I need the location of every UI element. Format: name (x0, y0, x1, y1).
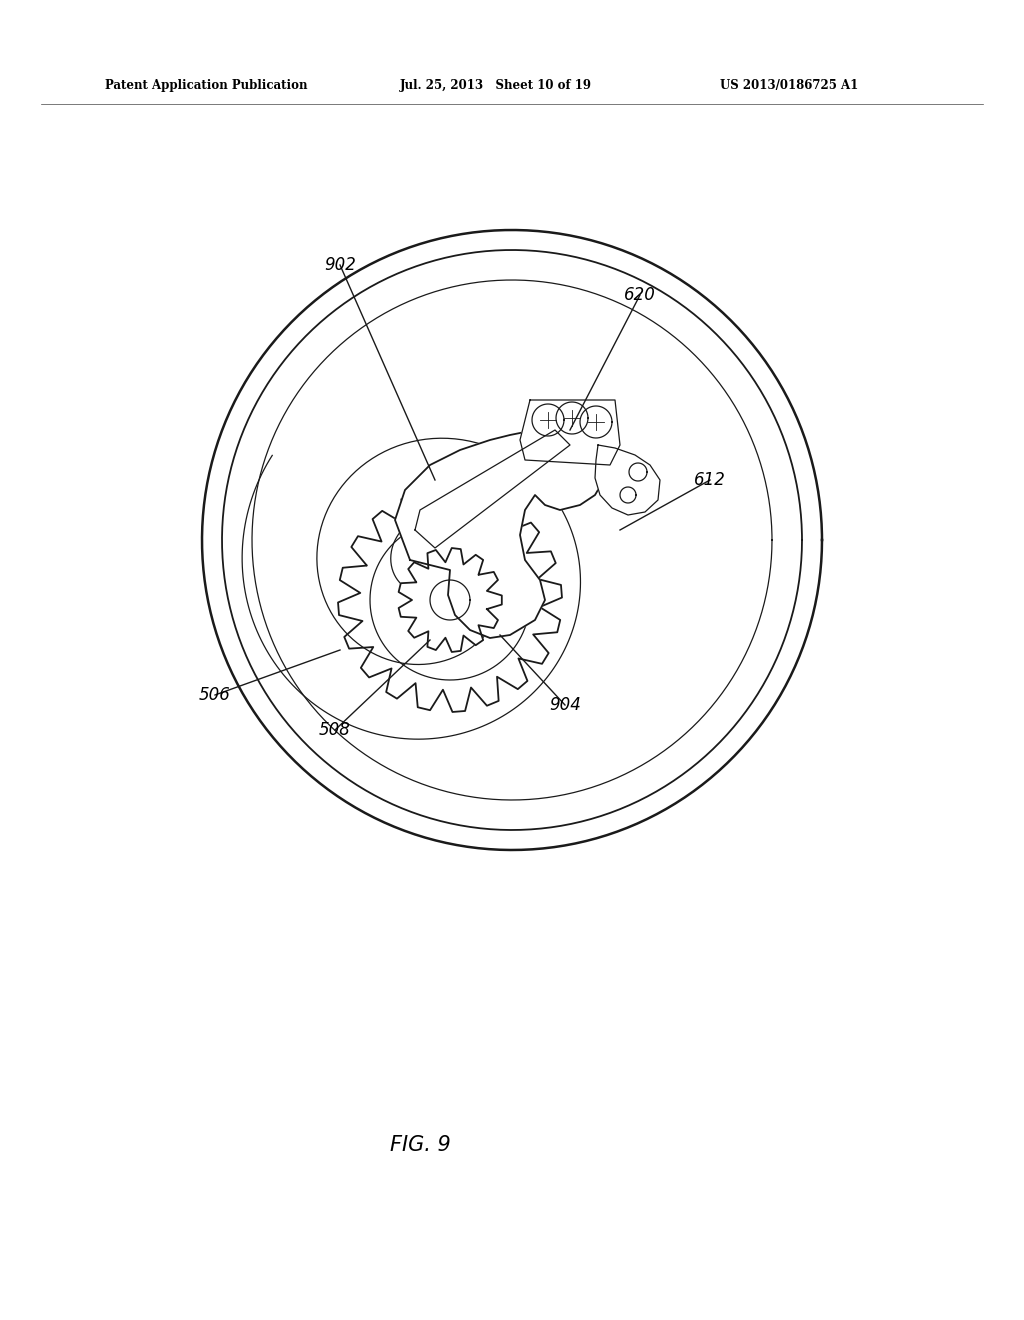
Polygon shape (620, 487, 636, 503)
Polygon shape (398, 548, 502, 652)
Text: 620: 620 (624, 286, 656, 304)
Polygon shape (532, 404, 564, 436)
Text: Patent Application Publication: Patent Application Publication (105, 79, 307, 92)
Polygon shape (629, 463, 647, 480)
Text: US 2013/0186725 A1: US 2013/0186725 A1 (720, 79, 858, 92)
Polygon shape (520, 400, 620, 465)
Text: FIG. 9: FIG. 9 (389, 1135, 451, 1155)
Polygon shape (430, 579, 470, 620)
Polygon shape (415, 430, 570, 548)
Text: Jul. 25, 2013   Sheet 10 of 19: Jul. 25, 2013 Sheet 10 of 19 (400, 79, 592, 92)
Polygon shape (395, 430, 605, 638)
Polygon shape (202, 230, 822, 850)
Text: 904: 904 (549, 696, 581, 714)
Polygon shape (595, 445, 660, 515)
Polygon shape (556, 403, 588, 434)
Polygon shape (338, 488, 562, 711)
Polygon shape (580, 407, 612, 438)
Text: 508: 508 (319, 721, 351, 739)
Text: 612: 612 (694, 471, 726, 488)
Text: 902: 902 (324, 256, 356, 275)
Text: 506: 506 (199, 686, 231, 704)
